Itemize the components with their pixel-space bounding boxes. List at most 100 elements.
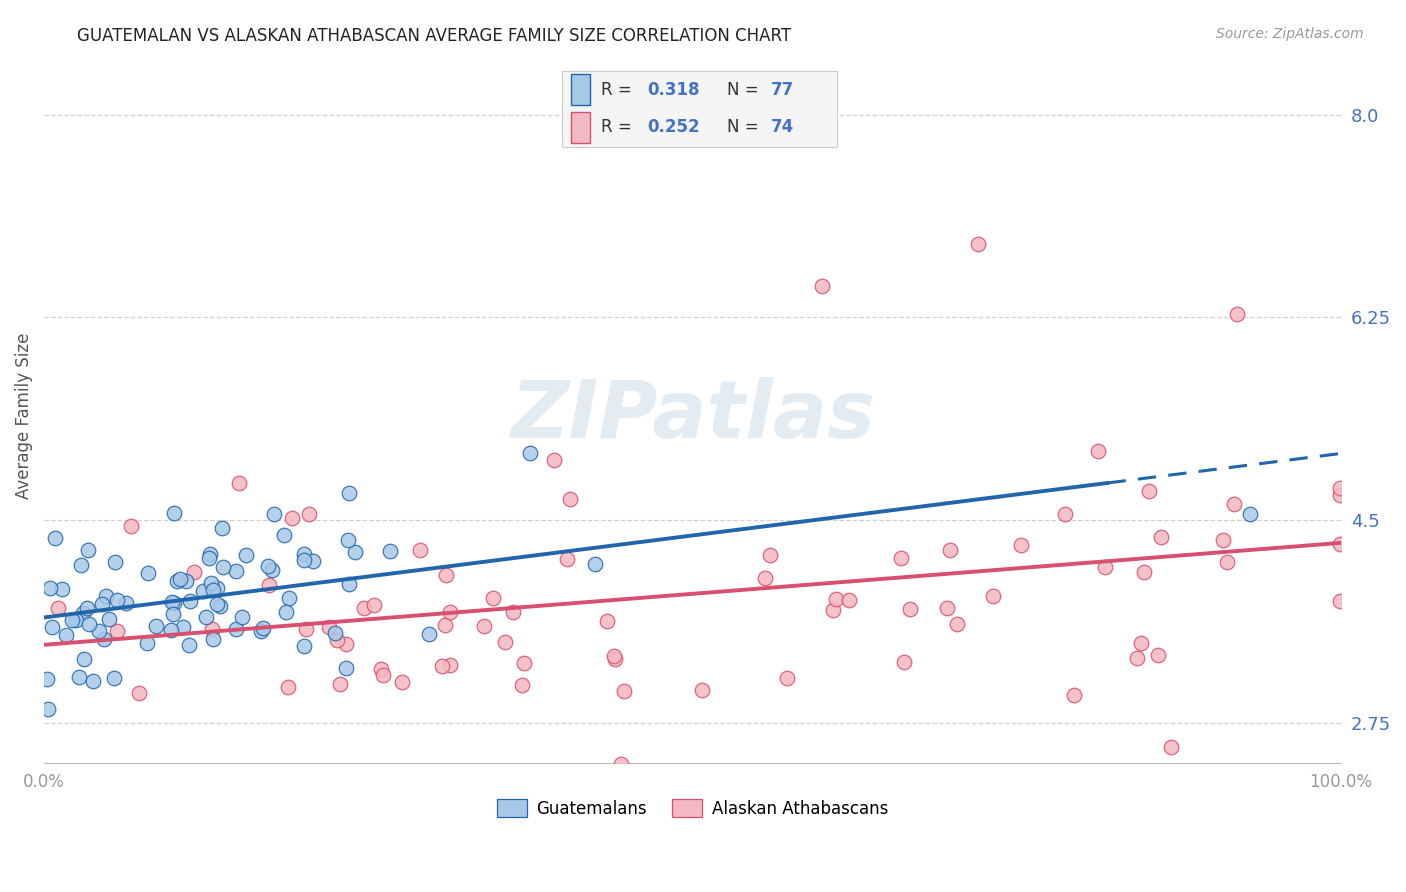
Alaskan Athabascans <box>439 605 461 619</box>
Alaskan Athabascans <box>482 591 505 605</box>
Alaskan Athabascans <box>754 571 776 585</box>
Guatemalans <box>104 555 127 569</box>
Guatemalans <box>274 606 297 620</box>
Guatemalans <box>519 446 541 460</box>
Alaskan Athabascans <box>434 618 457 632</box>
Alaskan Athabascans <box>295 623 318 637</box>
Alaskan Athabascans <box>1087 444 1109 458</box>
Alaskan Athabascans <box>1137 483 1160 498</box>
Guatemalans <box>235 548 257 562</box>
Text: 74: 74 <box>770 119 794 136</box>
Alaskan Athabascans <box>776 671 799 685</box>
Guatemalans <box>249 624 271 639</box>
Alaskan Athabascans <box>391 674 413 689</box>
Guatemalans <box>198 551 221 566</box>
Guatemalans <box>62 613 84 627</box>
Guatemalans <box>225 564 247 578</box>
Alaskan Athabascans <box>298 508 321 522</box>
Text: 0.252: 0.252 <box>647 119 700 136</box>
Alaskan Athabascans <box>1216 555 1239 569</box>
Alaskan Athabascans <box>1226 307 1249 321</box>
Alaskan Athabascans <box>1329 488 1351 502</box>
Guatemalans <box>145 618 167 632</box>
Text: 0.318: 0.318 <box>647 80 700 98</box>
Alaskan Athabascans <box>893 655 915 669</box>
Alaskan Athabascans <box>596 614 619 628</box>
Guatemalans <box>205 581 228 595</box>
Guatemalans <box>35 672 58 686</box>
Alaskan Athabascans <box>825 591 848 606</box>
Alaskan Athabascans <box>201 622 224 636</box>
Guatemalans <box>225 622 247 636</box>
Text: 77: 77 <box>770 80 794 98</box>
Legend: Guatemalans, Alaskan Athabascans: Guatemalans, Alaskan Athabascans <box>489 793 896 824</box>
Guatemalans <box>67 670 90 684</box>
Alaskan Athabascans <box>759 548 782 562</box>
Alaskan Athabascans <box>363 598 385 612</box>
Alaskan Athabascans <box>510 678 533 692</box>
Guatemalans <box>343 545 366 559</box>
Guatemalans <box>162 595 184 609</box>
Text: GUATEMALAN VS ALASKAN ATHABASCAN AVERAGE FAMILY SIZE CORRELATION CHART: GUATEMALAN VS ALASKAN ATHABASCAN AVERAGE… <box>77 27 792 45</box>
Guatemalans <box>169 572 191 586</box>
Guatemalans <box>211 559 233 574</box>
Alaskan Athabascans <box>838 593 860 607</box>
Guatemalans <box>1239 507 1261 521</box>
Guatemalans <box>302 554 325 568</box>
Guatemalans <box>231 610 253 624</box>
Guatemalans <box>252 621 274 635</box>
Guatemalans <box>256 559 278 574</box>
Guatemalans <box>136 566 159 581</box>
Guatemalans <box>263 507 285 521</box>
Guatemalans <box>73 652 96 666</box>
Guatemalans <box>97 612 120 626</box>
Alaskan Athabascans <box>1150 530 1173 544</box>
Alaskan Athabascans <box>1212 533 1234 547</box>
Guatemalans <box>193 583 215 598</box>
Alaskan Athabascans <box>543 452 565 467</box>
Guatemalans <box>209 599 232 614</box>
Guatemalans <box>44 531 66 545</box>
Guatemalans <box>38 581 60 595</box>
Guatemalans <box>179 638 201 652</box>
Guatemalans <box>162 607 184 622</box>
Alaskan Athabascans <box>370 662 392 676</box>
Alaskan Athabascans <box>1329 537 1351 551</box>
Text: ZIPatlas: ZIPatlas <box>510 376 875 455</box>
Guatemalans <box>96 589 118 603</box>
Guatemalans <box>335 661 357 675</box>
Alaskan Athabascans <box>46 601 69 615</box>
Guatemalans <box>200 575 222 590</box>
Guatemalans <box>163 596 186 610</box>
Guatemalans <box>51 582 73 596</box>
Guatemalans <box>202 582 225 597</box>
Alaskan Athabascans <box>1222 497 1244 511</box>
Guatemalans <box>159 623 181 637</box>
Guatemalans <box>325 626 347 640</box>
Alaskan Athabascans <box>610 756 633 771</box>
Guatemalans <box>65 613 87 627</box>
Guatemalans <box>37 702 59 716</box>
Text: Source: ZipAtlas.com: Source: ZipAtlas.com <box>1216 27 1364 41</box>
Guatemalans <box>337 577 360 591</box>
Alaskan Athabascans <box>936 600 959 615</box>
Text: N =: N = <box>727 80 763 98</box>
FancyBboxPatch shape <box>571 112 591 143</box>
Guatemalans <box>172 620 194 634</box>
Alaskan Athabascans <box>890 551 912 566</box>
Alaskan Athabascans <box>373 668 395 682</box>
Alaskan Athabascans <box>603 649 626 664</box>
Guatemalans <box>163 506 186 520</box>
Alaskan Athabascans <box>326 633 349 648</box>
Guatemalans <box>380 543 402 558</box>
Guatemalans <box>418 627 440 641</box>
Guatemalans <box>337 533 360 548</box>
Y-axis label: Average Family Size: Average Family Size <box>15 333 32 499</box>
Alaskan Athabascans <box>228 475 250 490</box>
Alaskan Athabascans <box>1126 651 1149 665</box>
Alaskan Athabascans <box>183 566 205 580</box>
Alaskan Athabascans <box>946 617 969 632</box>
Alaskan Athabascans <box>128 686 150 700</box>
Guatemalans <box>70 558 93 572</box>
Guatemalans <box>205 597 228 611</box>
